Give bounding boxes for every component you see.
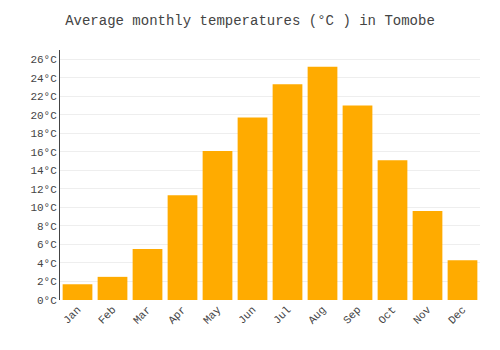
- svg-text:Sep: Sep: [341, 304, 363, 326]
- svg-text:Apr: Apr: [166, 304, 188, 326]
- svg-text:10°C: 10°C: [30, 202, 57, 214]
- svg-text:12°C: 12°C: [30, 184, 57, 196]
- svg-text:14°C: 14°C: [30, 165, 57, 177]
- svg-text:2°C: 2°C: [37, 276, 57, 288]
- svg-text:Dec: Dec: [446, 304, 468, 326]
- svg-text:16°C: 16°C: [30, 147, 57, 159]
- svg-text:22°C: 22°C: [30, 91, 57, 103]
- svg-text:6°C: 6°C: [37, 239, 57, 251]
- svg-text:Aug: Aug: [306, 304, 328, 326]
- svg-text:26°C: 26°C: [30, 54, 57, 66]
- svg-text:Jan: Jan: [61, 304, 83, 326]
- svg-text:Feb: Feb: [96, 304, 118, 326]
- svg-text:0°C: 0°C: [37, 295, 57, 307]
- svg-text:May: May: [201, 304, 224, 327]
- svg-text:18°C: 18°C: [30, 128, 57, 140]
- svg-text:24°C: 24°C: [30, 73, 57, 85]
- svg-text:Mar: Mar: [131, 304, 153, 326]
- svg-text:Average monthly temperatures (: Average monthly temperatures (°C ) in To…: [65, 13, 435, 29]
- svg-text:Oct: Oct: [376, 304, 398, 326]
- svg-text:8°C: 8°C: [37, 221, 57, 233]
- svg-text:Jun: Jun: [236, 304, 258, 326]
- svg-text:Nov: Nov: [411, 304, 434, 327]
- svg-text:4°C: 4°C: [37, 258, 57, 270]
- svg-text:20°C: 20°C: [30, 110, 57, 122]
- svg-text:Jul: Jul: [271, 304, 293, 326]
